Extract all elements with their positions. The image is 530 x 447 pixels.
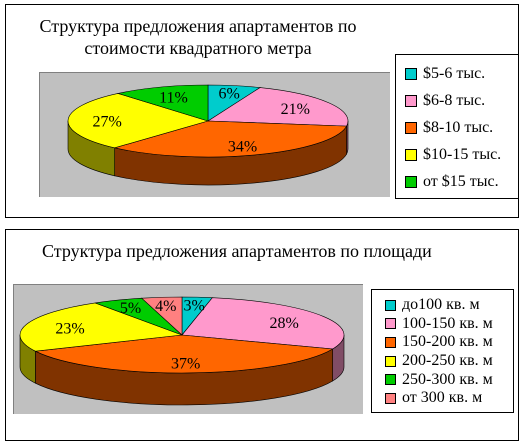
pie-slice xyxy=(181,297,345,350)
legend-item: до100 кв. м xyxy=(372,296,513,315)
legend-item: $10-15 тыс. xyxy=(396,141,518,168)
legend-swatch xyxy=(385,336,396,348)
legend-swatch xyxy=(385,299,396,311)
data-label: 37% xyxy=(171,355,200,372)
plot-area: 6% 21% 34% 27% 11% xyxy=(39,72,390,197)
chart-title: Структура предложения апартаментов по ст… xyxy=(6,15,390,59)
chart-panel-price: Структура предложения апартаментов по ст… xyxy=(5,4,519,218)
legend: до100 кв. м 100-150 кв. м 150-200 кв. м 200… xyxy=(371,289,514,413)
legend-swatch xyxy=(405,121,417,134)
pie-chart: 6% 21% 34% 27% 11% xyxy=(67,84,349,186)
legend-label: 100-150 кв. м xyxy=(402,314,493,332)
chart-panel-area: Структура предложения апартаментов по пл… xyxy=(5,229,519,441)
pie-slice xyxy=(34,334,334,374)
legend-item: 150-200 кв. м xyxy=(372,333,513,352)
legend-swatch xyxy=(405,94,417,107)
data-label: 27% xyxy=(93,114,122,131)
legend-label: $6-8 тыс. xyxy=(423,91,486,109)
legend-label: от 300 кв. м xyxy=(402,389,483,407)
legend-swatch xyxy=(405,148,417,161)
legend-item: $6-8 тыс. xyxy=(396,87,518,114)
plot-area: 3% 28% 37% 23% 5% 4% xyxy=(13,284,363,414)
legend-swatch xyxy=(385,374,396,386)
data-label: 6% xyxy=(219,86,240,103)
legend-item: $8-10 тыс. xyxy=(396,114,518,141)
legend-item: от 300 кв. м xyxy=(372,389,513,408)
pie-chart: 3% 28% 37% 23% 5% 4% xyxy=(19,296,345,406)
legend-swatch xyxy=(385,355,396,367)
pie-slice xyxy=(113,120,348,158)
pie-slice xyxy=(116,84,209,122)
data-label: 23% xyxy=(55,320,84,337)
data-label: 3% xyxy=(184,298,205,315)
legend-item: 250-300 кв. м xyxy=(372,370,513,389)
pie-slice xyxy=(67,93,210,149)
data-label: 34% xyxy=(228,138,257,155)
legend-label: до100 кв. м xyxy=(402,296,480,314)
legend-label: $10-15 тыс. xyxy=(423,145,502,163)
legend-item: от $15 тыс. xyxy=(396,168,518,195)
legend-item: 100-150 кв. м xyxy=(372,315,513,334)
legend-label: $5-6 тыс. xyxy=(423,64,486,82)
data-label: 4% xyxy=(155,298,176,315)
pie-slice xyxy=(207,87,349,127)
chart-title-line: Структура предложения апартаментов по пл… xyxy=(42,241,432,261)
legend-label: 150-200 кв. м xyxy=(402,333,493,351)
legend-swatch xyxy=(405,67,417,80)
legend-label: 200-250 кв. м xyxy=(402,352,493,370)
legend: $5-6 тыс. $6-8 тыс. $8-10 тыс. $10-15 тыс. о… xyxy=(395,54,519,199)
data-label: 28% xyxy=(270,315,299,332)
legend-label: 250-300 кв. м xyxy=(402,370,493,388)
legend-item: $5-6 тыс. xyxy=(396,60,518,87)
data-label: 5% xyxy=(120,300,141,317)
legend-swatch xyxy=(405,175,417,188)
legend-label: $8-10 тыс. xyxy=(423,118,494,136)
chart-title-line: Структура предложения апартаментов по xyxy=(39,16,357,36)
chart-title-line: стоимости квадратного метра xyxy=(84,38,312,58)
legend-swatch xyxy=(385,392,396,404)
legend-item: 200-250 кв. м xyxy=(372,352,513,371)
legend-swatch xyxy=(385,318,396,330)
data-label: 21% xyxy=(281,101,310,118)
chart-title: Структура предложения апартаментов по пл… xyxy=(42,240,432,262)
pie-slice xyxy=(140,296,183,336)
pie-slice xyxy=(19,302,183,352)
data-label: 11% xyxy=(159,90,188,107)
legend-label: от $15 тыс. xyxy=(423,172,499,190)
